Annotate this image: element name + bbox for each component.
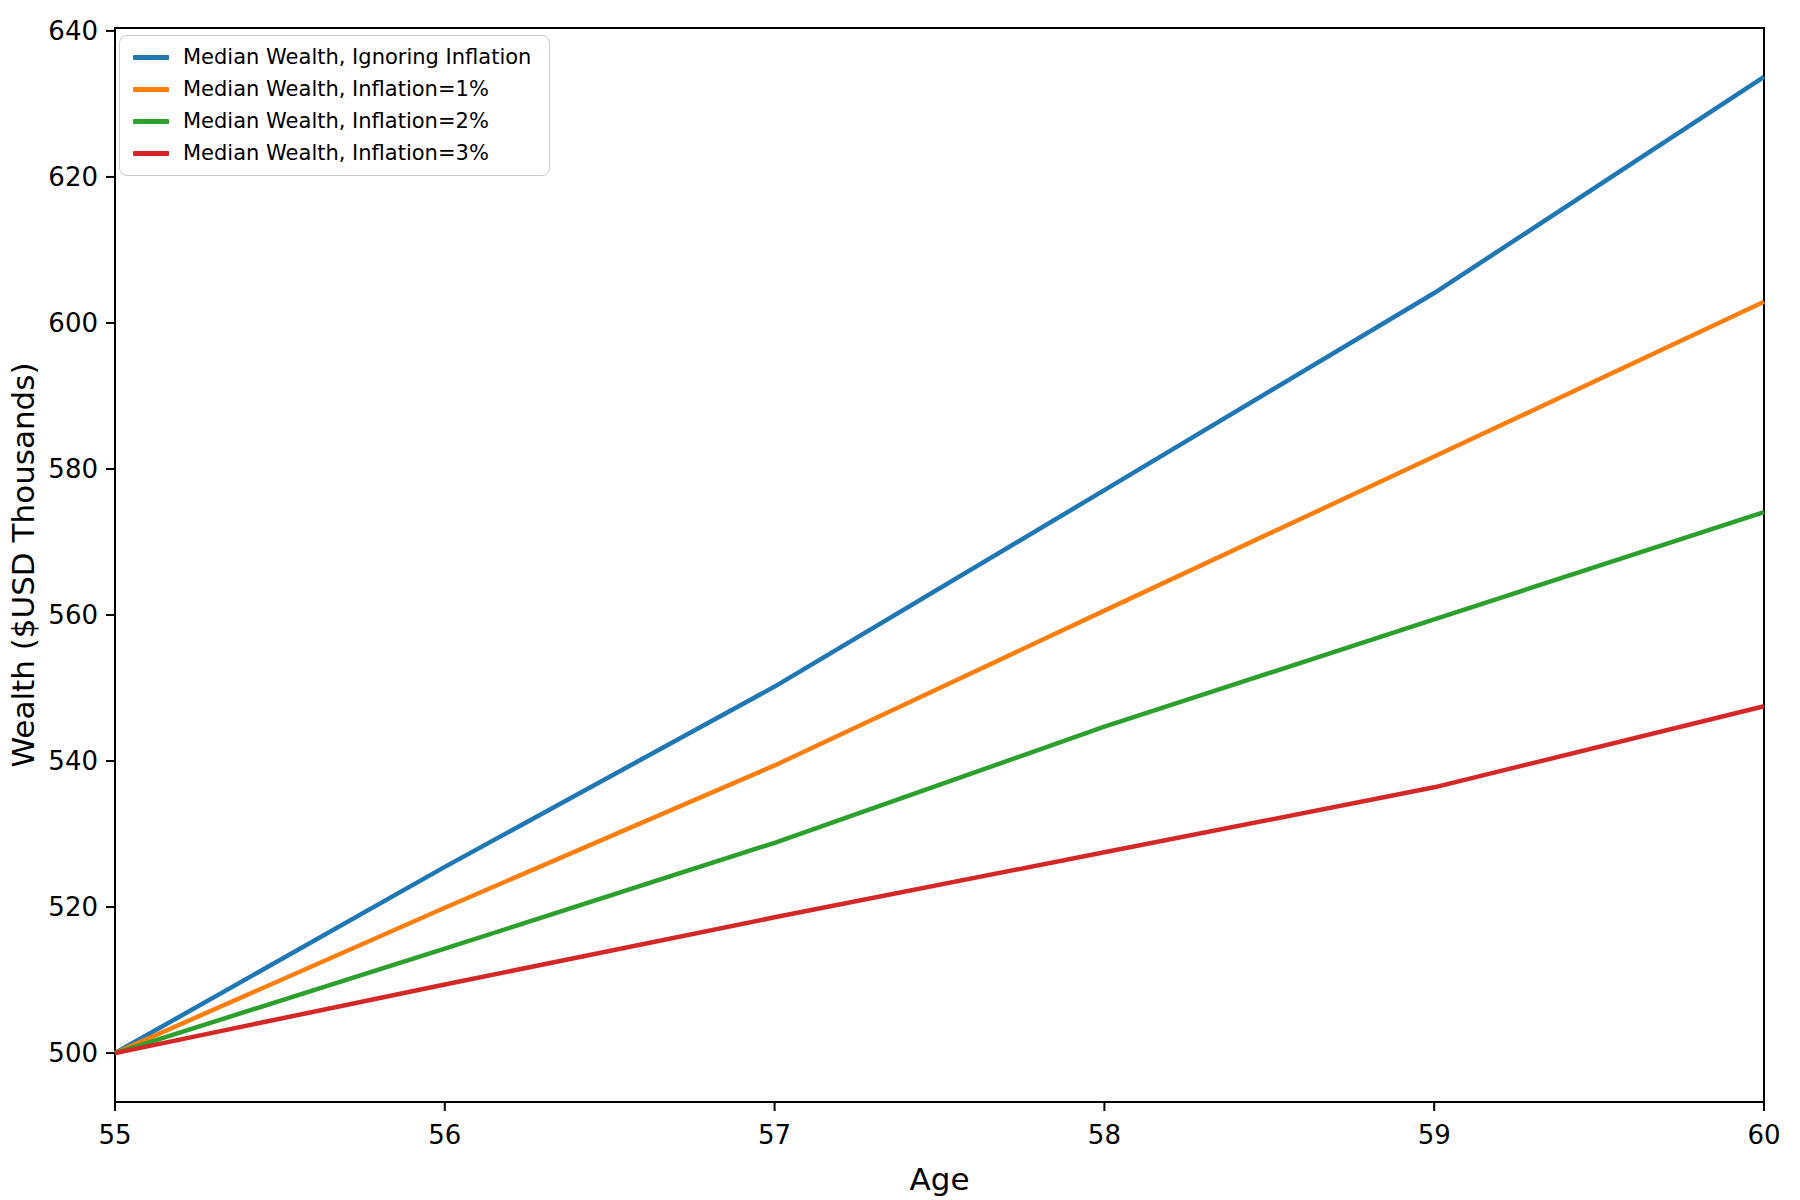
plot-frame: [115, 28, 1764, 1102]
legend-item-1: Median Wealth, Inflation=1%: [133, 78, 531, 101]
legend-label: Median Wealth, Inflation=1%: [183, 78, 489, 101]
legend-label: Median Wealth, Ignoring Inflation: [183, 46, 531, 69]
x-tick-label: 59: [1418, 1120, 1451, 1150]
y-tick-label: 600: [48, 308, 98, 338]
series-line-0: [115, 77, 1764, 1053]
legend-line-swatch: [133, 55, 169, 60]
y-tick-label: 520: [48, 892, 98, 922]
legend: Median Wealth, Ignoring Inflation Median …: [119, 35, 550, 176]
y-tick-label: 620: [48, 162, 98, 192]
legend-line-swatch: [133, 119, 169, 124]
legend-label: Median Wealth, Inflation=2%: [183, 110, 489, 133]
legend-item-0: Median Wealth, Ignoring Inflation: [133, 46, 531, 69]
x-tick-label: 57: [758, 1120, 791, 1150]
y-tick-label: 580: [48, 454, 98, 484]
x-tick-label: 56: [428, 1120, 461, 1150]
y-tick-label: 640: [48, 16, 98, 46]
series-line-3: [115, 706, 1764, 1053]
x-tick-label: 58: [1088, 1120, 1121, 1150]
legend-line-swatch: [133, 151, 169, 156]
y-tick-label: 560: [48, 600, 98, 630]
legend-item-2: Median Wealth, Inflation=2%: [133, 110, 531, 133]
legend-label: Median Wealth, Inflation=3%: [183, 142, 489, 165]
x-tick-label: 60: [1747, 1120, 1780, 1150]
x-axis-label: Age: [910, 1161, 970, 1197]
series-line-1: [115, 302, 1764, 1053]
legend-item-3: Median Wealth, Inflation=3%: [133, 142, 531, 165]
series-line-2: [115, 512, 1764, 1053]
y-tick-label: 500: [48, 1038, 98, 1068]
y-axis-label: Wealth ($USD Thousands): [5, 363, 41, 768]
wealth-vs-age-line-chart: 500 520 540 560 580 600 620 640 55 56 57 58 59 60 Age W…: [0, 0, 1800, 1200]
chart-canvas: 500 520 540 560 580 600 620 640 55 56 57 58 59 60 Age W…: [0, 0, 1800, 1200]
legend-line-swatch: [133, 87, 169, 92]
y-tick-label: 540: [48, 746, 98, 776]
x-tick-label: 55: [98, 1120, 131, 1150]
